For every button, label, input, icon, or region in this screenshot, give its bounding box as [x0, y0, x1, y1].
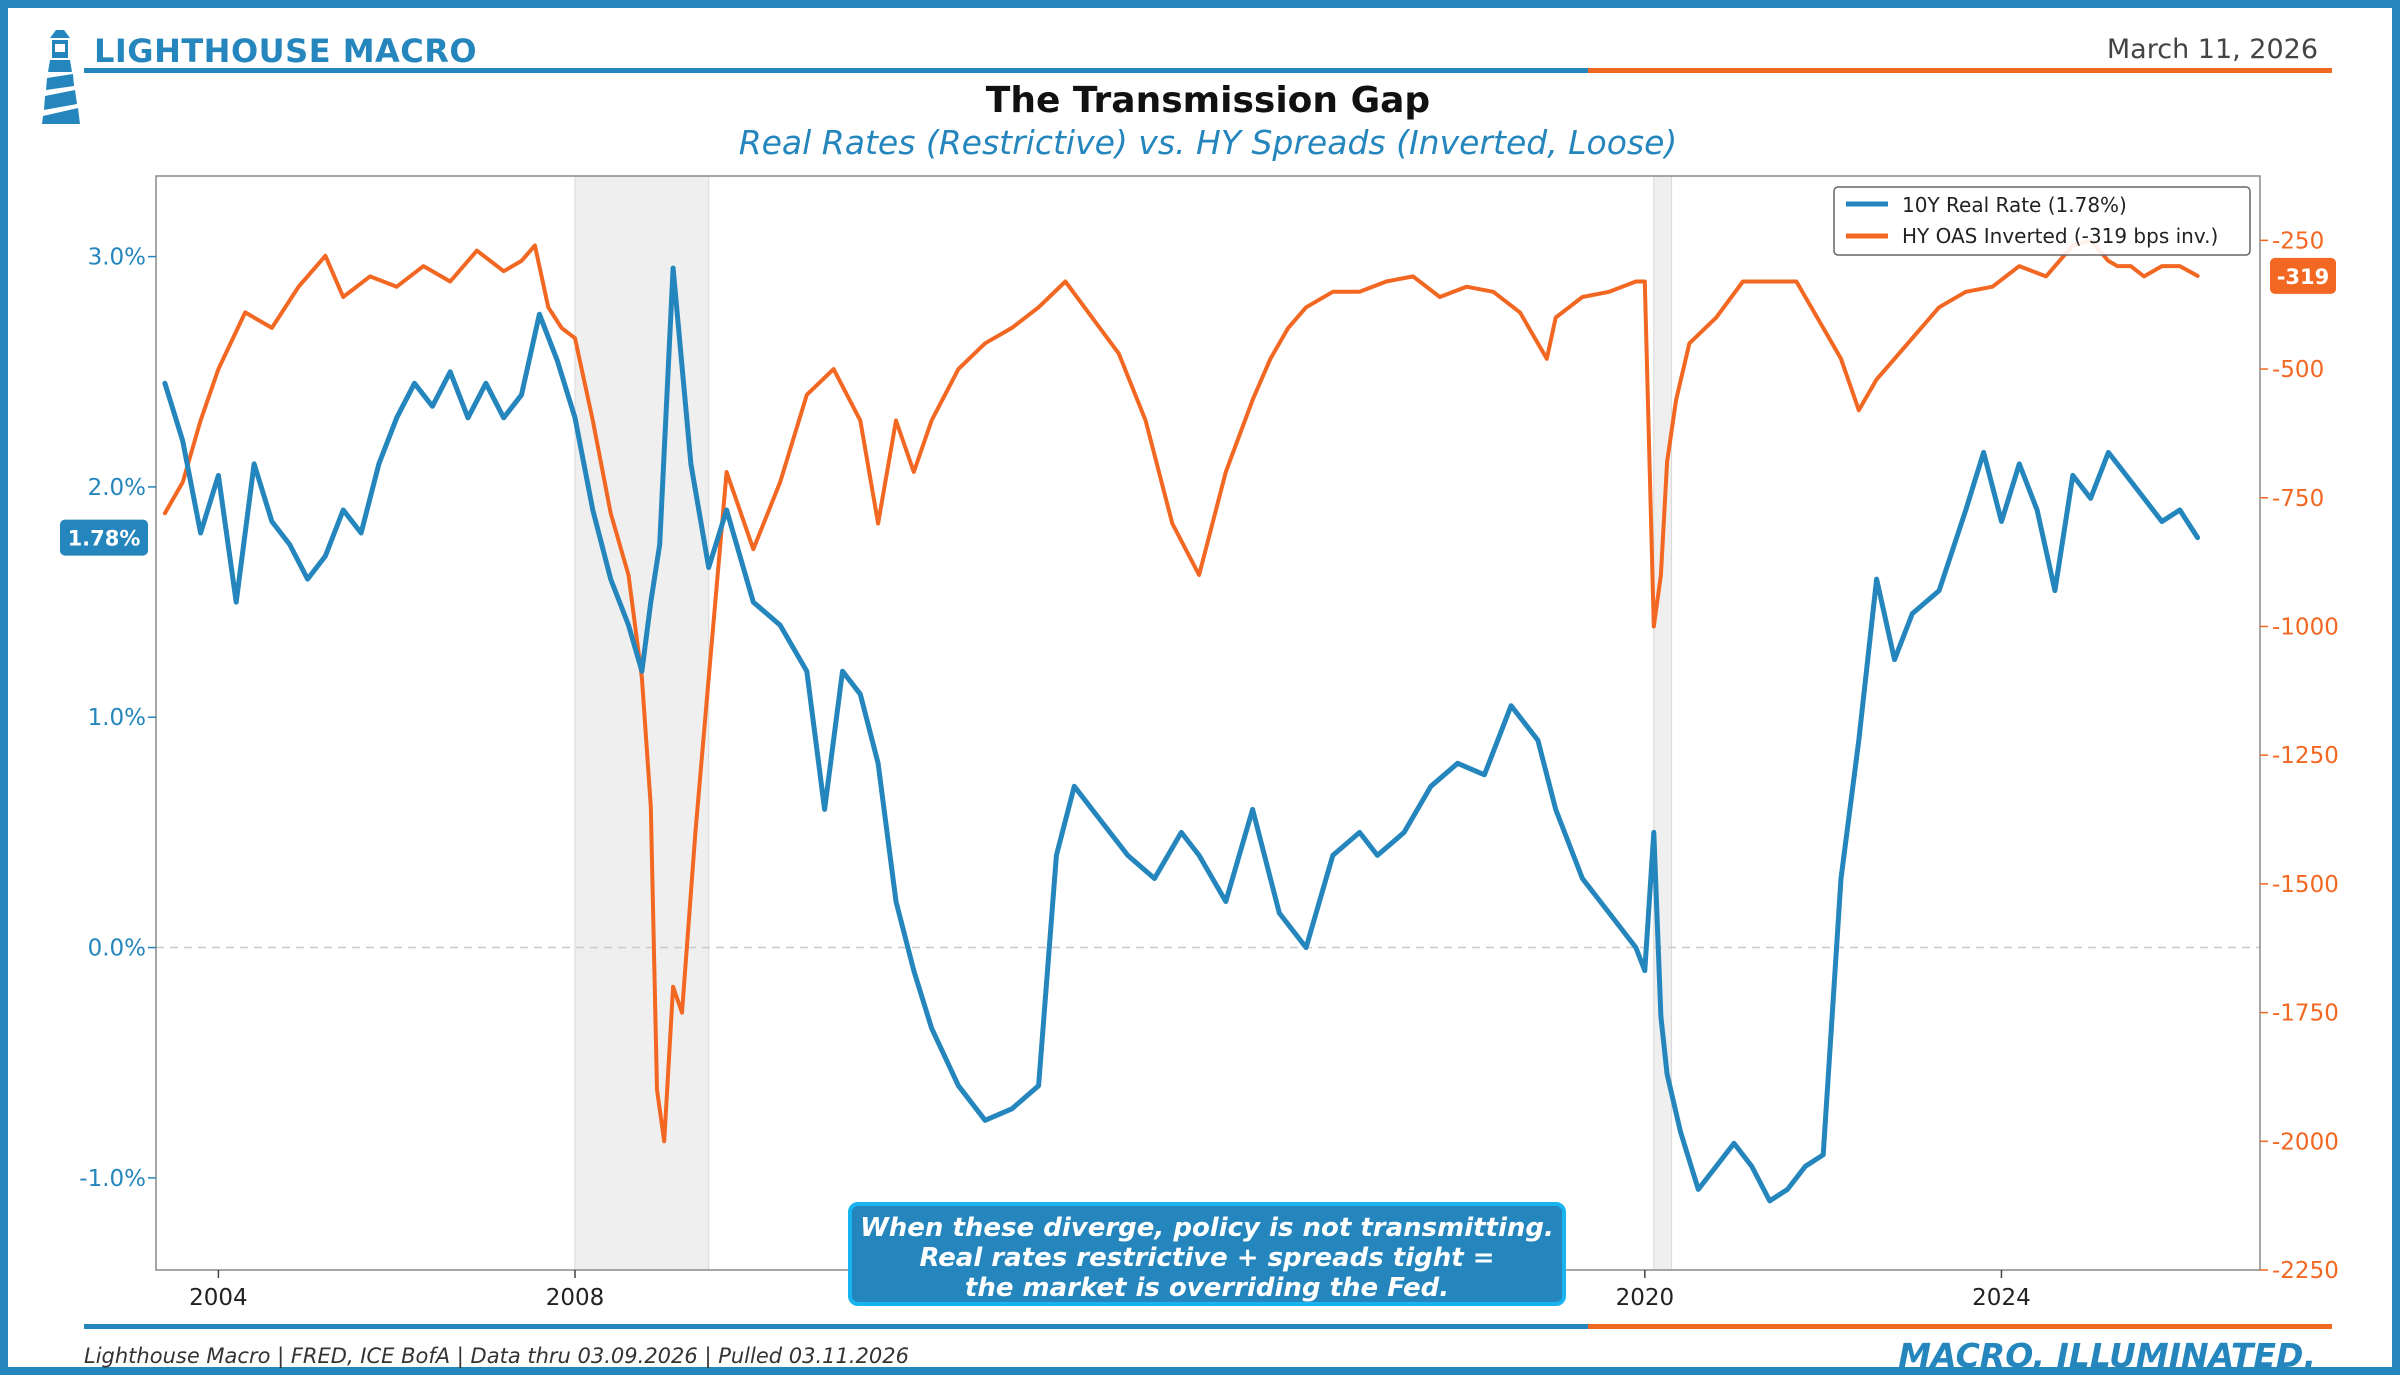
- right-axis-tick-label: -2250: [2272, 1258, 2339, 1284]
- current-value-tag-right: [2270, 257, 2336, 294]
- callout-line: When these diverge, policy is not transm…: [860, 1213, 1554, 1243]
- right-axis-tick-label: -1750: [2272, 1001, 2339, 1027]
- plot-frame: [155, 175, 2261, 1271]
- current-value-label-right: -319: [2277, 265, 2330, 289]
- callout-box: When these diverge, policy is not transm…: [848, 1202, 1566, 1306]
- right-axis-tick-label: -500: [2272, 357, 2324, 383]
- chart-svg: -1.0% 0.0% 1.0% 2.0% 3.0% -250 -500 -750 -1000 -1…: [60, 175, 2339, 1311]
- legend-box: [1833, 186, 2251, 256]
- left-axis-tick-label: 0.0%: [88, 936, 146, 962]
- header-rule-blue: [84, 68, 1588, 73]
- current-value-label-left: 1.78%: [68, 527, 141, 551]
- right-axis-tick-label: -750: [2272, 486, 2324, 512]
- callout-line: the market is overriding the Fed.: [964, 1273, 1450, 1303]
- x-axis-tick-label: 2004: [189, 1285, 248, 1311]
- footer-rule-blue: [84, 1324, 1588, 1329]
- x-axis-tick-label: 2008: [546, 1285, 605, 1311]
- recession-band: [1653, 175, 1673, 1271]
- left-axis-tick-label: 1.0%: [88, 705, 146, 731]
- legend-label-hy-oas: HY OAS Inverted (-319 bps inv.): [1902, 224, 2218, 248]
- lighthouse-logo-icon: [42, 30, 80, 124]
- series-line-real-rate: [162, 265, 2201, 1204]
- right-axis-tick-label: -2000: [2272, 1129, 2339, 1155]
- brand-title: LIGHTHOUSE MACRO: [94, 32, 478, 70]
- header-rule-orange: [1588, 68, 2332, 73]
- left-axis-tick-label: -1.0%: [79, 1166, 146, 1192]
- left-axis-tick-label: 3.0%: [88, 245, 146, 271]
- chart-subtitle: Real Rates (Restrictive) vs. HY Spreads …: [738, 123, 1678, 162]
- right-axis-tick-label: -1500: [2272, 872, 2339, 898]
- callout-line: Real rates restrictive + spreads tight =: [919, 1243, 1495, 1273]
- chart-title: The Transmission Gap: [985, 80, 1431, 121]
- left-axis-tick-label: 2.0%: [88, 475, 146, 501]
- current-value-tag-left: [60, 519, 148, 556]
- recession-band: [574, 175, 710, 1271]
- right-axis-tick-label: -250: [2272, 228, 2324, 254]
- x-axis-tick-label: 2024: [1972, 1285, 2031, 1311]
- tagline: MACRO, ILLUMINATED.: [1898, 1336, 2316, 1375]
- x-axis-tick-label: 2020: [1616, 1285, 1675, 1311]
- footer-rule-orange: [1588, 1324, 2332, 1329]
- right-axis-tick-label: -1000: [2272, 614, 2339, 640]
- legend-label-real-rate: 10Y Real Rate (1.78%): [1902, 193, 2127, 217]
- right-axis-tick-label: -1250: [2272, 743, 2339, 769]
- report-date: March 11, 2026: [2106, 34, 2318, 65]
- source-note: Lighthouse Macro | FRED, ICE BofA | Data…: [84, 1344, 909, 1368]
- series-line-hy-oas: [162, 238, 2200, 1144]
